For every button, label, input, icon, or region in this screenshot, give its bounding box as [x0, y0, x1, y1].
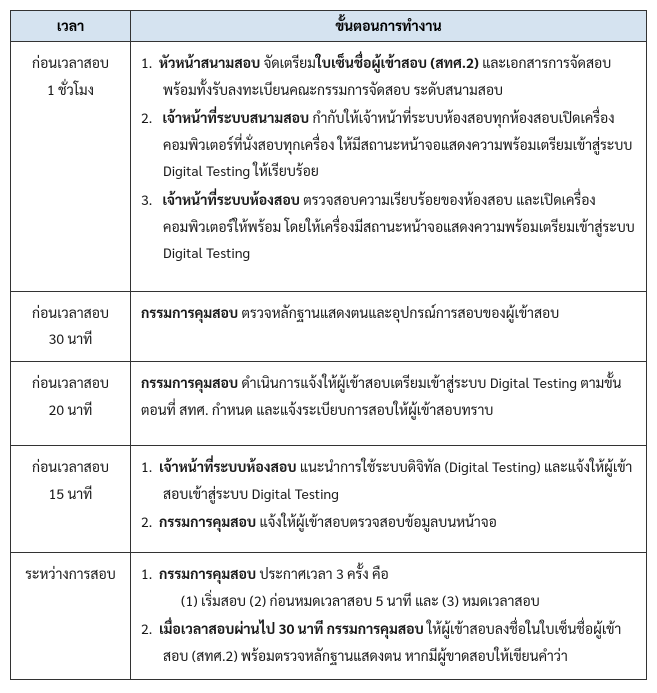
bold-text: กรรมการคุมสอบ	[141, 304, 238, 322]
sub-item: (1) เริ่มสอบ (2) ก่อนหมดเวลาสอบ 5 นาที แ…	[163, 588, 636, 615]
steps-cell: กรรมการคุมสอบ ตรวจหลักฐานแสดงตนและอุปกรณ…	[131, 291, 647, 361]
item-number: 2.	[141, 616, 159, 643]
header-time: เวลา	[11, 11, 131, 42]
procedure-table: เวลา ขั้นตอนการทำงาน ก่อนเวลาสอบ 1 ชั่วโ…	[10, 10, 647, 680]
item-number: 1.	[141, 454, 159, 481]
time-cell: ระหว่างการสอบ	[11, 552, 131, 679]
bold-text: หัวหน้าสนามสอบ	[159, 54, 260, 72]
bold-text: ใบเซ็นชื่อผู้เข้าสอบ (สทศ.2)	[316, 54, 479, 72]
list-item: 1.เจ้าหน้าที่ระบบห้องสอบ แนะนำการใช้ระบบ…	[141, 454, 636, 507]
bold-text: กรรมการคุมสอบ	[159, 565, 256, 583]
steps-cell: 1.กรรมการคุมสอบ ประกาศเวลา 3 ครั้ง คือ (…	[131, 552, 647, 679]
time-cell: ก่อนเวลาสอบ 1 ชั่วโมง	[11, 42, 131, 292]
time-line: 30 นาที	[21, 326, 120, 353]
bold-text: กรรมการคุมสอบ	[159, 513, 256, 531]
table-row: ระหว่างการสอบ 1.กรรมการคุมสอบ ประกาศเวลา…	[11, 552, 647, 679]
table-row: ก่อนเวลาสอบ 30 นาที กรรมการคุมสอบ ตรวจหล…	[11, 291, 647, 361]
list-item: 2.กรรมการคุมสอบ แจ้งให้ผู้เข้าสอบตรวจสอบ…	[141, 509, 636, 536]
list-item: 3. เจ้าหน้าที่ระบบห้องสอบ ตรวจสอบความเรี…	[141, 187, 636, 267]
steps-cell: 1.เจ้าหน้าที่ระบบห้องสอบ แนะนำการใช้ระบบ…	[131, 446, 647, 553]
table-row: ก่อนเวลาสอบ 15 นาที 1.เจ้าหน้าที่ระบบห้อ…	[11, 446, 647, 553]
steps-cell: กรรมการคุมสอบ ดำเนินการแจ้งให้ผู้เข้าสอบ…	[131, 361, 647, 445]
item-text: ตรวจหลักฐานแสดงตนและอุปกรณ์การสอบของผู้เ…	[238, 304, 559, 322]
bold-text: เจ้าหน้าที่ระบบห้องสอบ	[162, 191, 299, 209]
steps-cell: 1.หัวหน้าสนามสอบ จัดเตรียมใบเซ็นชื่อผู้เ…	[131, 42, 647, 292]
header-steps: ขั้นตอนการทำงาน	[131, 11, 647, 42]
item-text: จัดเตรียม	[260, 54, 316, 72]
bold-text: เจ้าหน้าที่ระบบห้องสอบ	[159, 458, 296, 476]
list-item: 2.เมื่อเวลาสอบผ่านไป 30 นาที กรรมการคุมส…	[141, 616, 636, 669]
item-text: แจ้งให้ผู้เข้าสอบตรวจสอบข้อมูลบนหน้าจอ	[256, 513, 497, 531]
time-line: ระหว่างการสอบ	[21, 561, 120, 588]
bold-text: เจ้าหน้าที่ระบบสนามสอบ	[162, 109, 309, 127]
item-number: 1.	[141, 561, 159, 588]
table-row: ก่อนเวลาสอบ 1 ชั่วโมง 1.หัวหน้าสนามสอบ จ…	[11, 42, 647, 292]
time-line: 15 นาที	[21, 481, 120, 508]
bold-text: กรรมการคุมสอบ	[141, 374, 238, 392]
time-cell: ก่อนเวลาสอบ 20 นาที	[11, 361, 131, 445]
table-header-row: เวลา ขั้นตอนการทำงาน	[11, 11, 647, 42]
time-line: ก่อนเวลาสอบ	[21, 454, 120, 481]
item-number: 3.	[141, 187, 159, 214]
time-line: ก่อนเวลาสอบ	[21, 50, 120, 77]
time-line: 1 ชั่วโมง	[21, 77, 120, 104]
list-item: 1.กรรมการคุมสอบ ประกาศเวลา 3 ครั้ง คือ (…	[141, 561, 636, 614]
list-item: 1.หัวหน้าสนามสอบ จัดเตรียมใบเซ็นชื่อผู้เ…	[141, 50, 636, 103]
bold-text: เมื่อเวลาสอบผ่านไป 30 นาที กรรมการคุมสอบ	[159, 620, 424, 638]
time-cell: ก่อนเวลาสอบ 15 นาที	[11, 446, 131, 553]
table-row: ก่อนเวลาสอบ 20 นาที กรรมการคุมสอบ ดำเนิน…	[11, 361, 647, 445]
time-line: ก่อนเวลาสอบ	[21, 370, 120, 397]
item-number: 2.	[141, 105, 159, 132]
time-cell: ก่อนเวลาสอบ 30 นาที	[11, 291, 131, 361]
time-line: ก่อนเวลาสอบ	[21, 300, 120, 327]
time-line: 20 นาที	[21, 397, 120, 424]
item-number: 1.	[141, 50, 159, 77]
list-item: 2. เจ้าหน้าที่ระบบสนามสอบ กำกับให้เจ้าหน…	[141, 105, 636, 185]
item-number: 2.	[141, 509, 159, 536]
item-text: ประกาศเวลา 3 ครั้ง คือ	[256, 565, 389, 583]
